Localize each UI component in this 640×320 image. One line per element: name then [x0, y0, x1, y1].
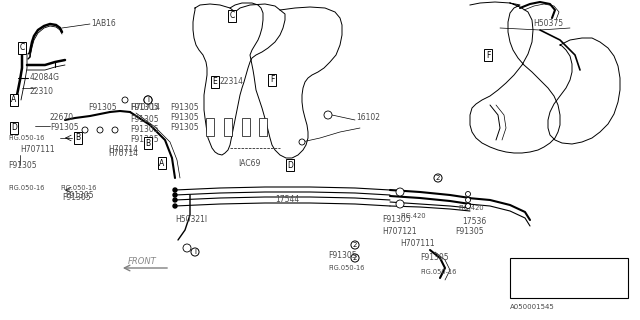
- Text: 22310: 22310: [30, 87, 54, 97]
- Text: A050001545: A050001545: [510, 304, 555, 310]
- Text: IAC69: IAC69: [238, 158, 260, 167]
- Text: FIG.050-16: FIG.050-16: [8, 135, 44, 141]
- Text: D: D: [11, 124, 17, 132]
- Text: FIG.420: FIG.420: [400, 213, 426, 219]
- Text: F91305: F91305: [170, 103, 198, 113]
- Text: F91305: F91305: [50, 124, 79, 132]
- Circle shape: [465, 204, 470, 209]
- Circle shape: [396, 200, 404, 208]
- Text: 0104S*J: 0104S*J: [542, 284, 572, 292]
- Bar: [206, 118, 214, 136]
- Text: 2: 2: [436, 175, 440, 181]
- Circle shape: [97, 127, 103, 133]
- Text: FIG.420: FIG.420: [458, 205, 484, 211]
- Text: H70714: H70714: [108, 146, 138, 155]
- Circle shape: [183, 244, 191, 252]
- Circle shape: [173, 193, 177, 197]
- Text: F91305: F91305: [170, 114, 198, 123]
- Text: F91305: F91305: [170, 124, 198, 132]
- Text: A: A: [12, 95, 17, 105]
- Text: F: F: [270, 76, 274, 84]
- Text: 2: 2: [522, 285, 526, 291]
- Circle shape: [299, 139, 305, 145]
- Text: I: I: [147, 97, 149, 103]
- Text: 22670: 22670: [50, 114, 74, 123]
- Text: 17536: 17536: [462, 218, 486, 227]
- Text: FIG.050-16: FIG.050-16: [328, 265, 364, 271]
- Text: I: I: [147, 97, 149, 103]
- Text: B: B: [76, 133, 81, 142]
- Text: 17544: 17544: [275, 196, 300, 204]
- Bar: [259, 118, 267, 136]
- Text: FIG.050-16: FIG.050-16: [60, 185, 97, 191]
- Text: F91305: F91305: [420, 253, 449, 262]
- Text: F91305: F91305: [130, 116, 159, 124]
- Text: F91305: F91305: [88, 103, 116, 113]
- Text: F91305: F91305: [130, 103, 159, 113]
- Text: 16102: 16102: [356, 114, 380, 123]
- Text: 1: 1: [522, 265, 526, 271]
- Bar: [510, 258, 628, 298]
- Text: F: F: [486, 51, 490, 60]
- Text: 1AB16: 1AB16: [91, 20, 116, 28]
- Circle shape: [465, 191, 470, 196]
- Text: H70714: H70714: [108, 148, 138, 157]
- Text: F91305: F91305: [130, 135, 159, 145]
- Text: H707121: H707121: [382, 228, 417, 236]
- Text: C: C: [19, 44, 24, 52]
- Circle shape: [173, 204, 177, 208]
- Circle shape: [82, 127, 88, 133]
- Text: FIG.050-16: FIG.050-16: [420, 269, 456, 275]
- Text: H50321I: H50321I: [175, 215, 207, 225]
- Text: 2: 2: [353, 255, 357, 261]
- Text: 2: 2: [353, 242, 357, 248]
- Circle shape: [112, 127, 118, 133]
- Text: F91305: F91305: [382, 215, 411, 225]
- Text: B: B: [145, 139, 150, 148]
- Circle shape: [396, 188, 404, 196]
- Text: F91305: F91305: [455, 228, 484, 236]
- Text: E: E: [212, 77, 218, 86]
- Circle shape: [173, 188, 177, 192]
- Text: C: C: [229, 12, 235, 20]
- Text: H707111: H707111: [400, 239, 435, 249]
- Text: 0104S*G: 0104S*G: [542, 263, 576, 273]
- Text: F91305: F91305: [328, 251, 356, 260]
- Text: I: I: [194, 249, 196, 255]
- Circle shape: [324, 111, 332, 119]
- Text: F91305: F91305: [62, 194, 91, 203]
- Bar: [242, 118, 250, 136]
- Text: 22314: 22314: [220, 77, 244, 86]
- Bar: [224, 118, 232, 136]
- Text: D: D: [287, 161, 293, 170]
- Circle shape: [465, 197, 470, 203]
- Circle shape: [173, 198, 177, 202]
- Circle shape: [122, 97, 128, 103]
- Text: A: A: [159, 158, 164, 167]
- Text: F91305: F91305: [65, 191, 93, 201]
- Text: H50375: H50375: [533, 20, 563, 28]
- Text: F91305: F91305: [130, 125, 159, 134]
- Text: F91305: F91305: [8, 161, 36, 170]
- Text: H707111: H707111: [20, 146, 54, 155]
- Text: FRONT: FRONT: [128, 258, 157, 267]
- Text: FIG.050-16: FIG.050-16: [8, 185, 44, 191]
- Text: 42084G: 42084G: [30, 73, 60, 82]
- Text: H70714: H70714: [130, 103, 160, 113]
